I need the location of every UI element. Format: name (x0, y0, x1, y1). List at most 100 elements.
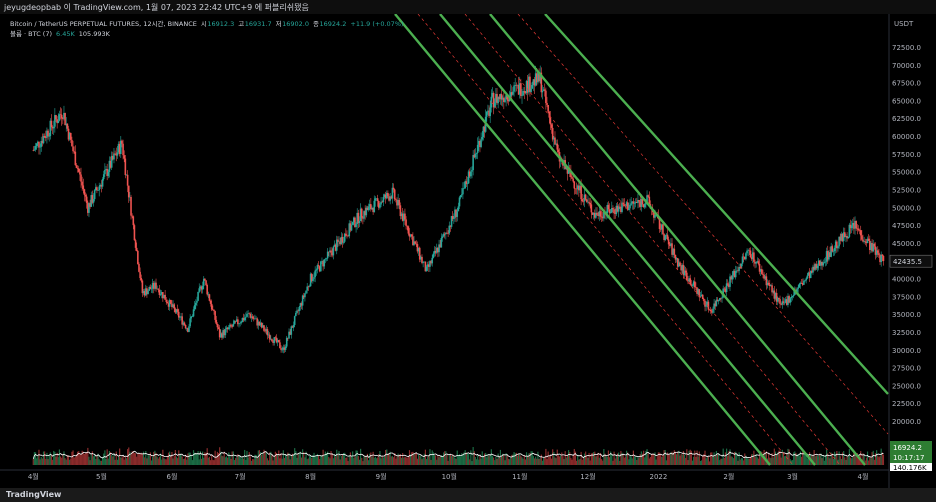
volume-bar (464, 450, 466, 465)
volume-bar (444, 451, 446, 465)
volume-bar (53, 450, 55, 465)
channel-line (489, 13, 866, 466)
volume-bar (569, 452, 571, 465)
candle-body (134, 240, 137, 248)
volume-bar (187, 453, 189, 465)
candle-body (258, 321, 261, 326)
candle-body (400, 213, 403, 217)
candle-body (586, 199, 588, 202)
candle-body (174, 308, 177, 313)
volume-bar (166, 455, 168, 465)
candle-body (647, 195, 649, 197)
x-tick-label: 10월 (442, 472, 457, 481)
volume-bar (88, 456, 90, 465)
candle-body (880, 254, 882, 263)
volume-bar (167, 452, 170, 465)
candle-body (488, 110, 490, 117)
volume-bar (173, 456, 175, 465)
volume-bar (206, 448, 208, 465)
candle-body (693, 281, 696, 288)
candle-body (637, 199, 639, 203)
candle-body (804, 280, 806, 281)
volume-bar (467, 453, 470, 465)
candle-body (762, 273, 764, 275)
candle-body (239, 322, 241, 324)
volume-bar (539, 458, 541, 465)
candle-body (737, 270, 739, 272)
candle-body (601, 217, 604, 219)
y-tick-label: 72500.0 (892, 44, 921, 52)
volume-bar (515, 452, 517, 465)
volume-bar (139, 453, 141, 465)
volume-bar (440, 455, 442, 465)
candle-body (337, 239, 339, 242)
candle-body (162, 292, 164, 299)
candle-body (808, 272, 811, 279)
candle-body (620, 206, 622, 212)
candle-body (81, 181, 83, 186)
volume-bar (581, 459, 583, 465)
volume-bar (726, 448, 728, 465)
candle-body (447, 233, 449, 234)
volume-bar (644, 457, 646, 465)
candle-body (791, 296, 794, 298)
candle-body (776, 297, 779, 302)
volume-bar (441, 456, 444, 465)
candle-body (479, 140, 481, 148)
candle-body (401, 213, 404, 221)
candle-body (346, 235, 348, 237)
volume-bar (577, 454, 579, 465)
volume-bar (90, 453, 92, 465)
volume-bar (565, 457, 567, 465)
volume-bar (374, 456, 376, 465)
candle-body (505, 95, 507, 100)
volume-bar (630, 456, 632, 465)
volume-bar (286, 456, 288, 465)
volume-bar (367, 460, 370, 465)
volume-bar (191, 460, 194, 465)
candle-body (170, 299, 172, 304)
candle-body (589, 202, 592, 205)
candle-body (828, 252, 830, 260)
chart-area[interactable]: 72500.0 70000.0 67500.0 65000.0 62500.0 60000… (0, 13, 936, 488)
candle-body (89, 203, 91, 207)
candle-body (200, 286, 203, 290)
candle-body (52, 126, 55, 129)
price-chart[interactable]: 72500.070000.067500.065000.062500.060000… (0, 13, 936, 488)
volume-bar (831, 453, 833, 465)
candle-body (225, 327, 228, 330)
volume-bar (762, 455, 764, 465)
candle-body (385, 192, 388, 199)
candle-body (202, 278, 205, 286)
volume-bar (562, 456, 564, 465)
candle-body (714, 303, 717, 307)
volume-bar (491, 455, 494, 465)
volume-bar (355, 450, 357, 465)
volume-bar (436, 459, 438, 465)
candle-body (245, 316, 247, 318)
volume-bar (103, 453, 105, 465)
volume-bar (131, 451, 133, 465)
volume-bar (582, 457, 584, 465)
candle-body (541, 90, 544, 93)
candle-body (876, 250, 879, 253)
tradingview-logo[interactable]: TradingView (6, 490, 61, 499)
candle-body (457, 206, 460, 212)
volume-bar (37, 455, 39, 465)
volume-bar (685, 457, 687, 465)
volume-bar (668, 454, 670, 465)
candle-body (754, 261, 756, 264)
candle-body (580, 185, 582, 200)
volume-bar (806, 458, 808, 465)
candle-body (403, 213, 405, 221)
candle-body (803, 280, 805, 285)
candle-body (621, 202, 623, 212)
volume-bar (197, 451, 199, 465)
volume-bar (316, 453, 319, 465)
candle-body (259, 322, 262, 326)
candle-body (701, 294, 704, 299)
volume-bar (322, 449, 324, 465)
volume-bar (66, 455, 68, 465)
volume-bar (278, 450, 280, 465)
volume-bar (564, 451, 566, 465)
